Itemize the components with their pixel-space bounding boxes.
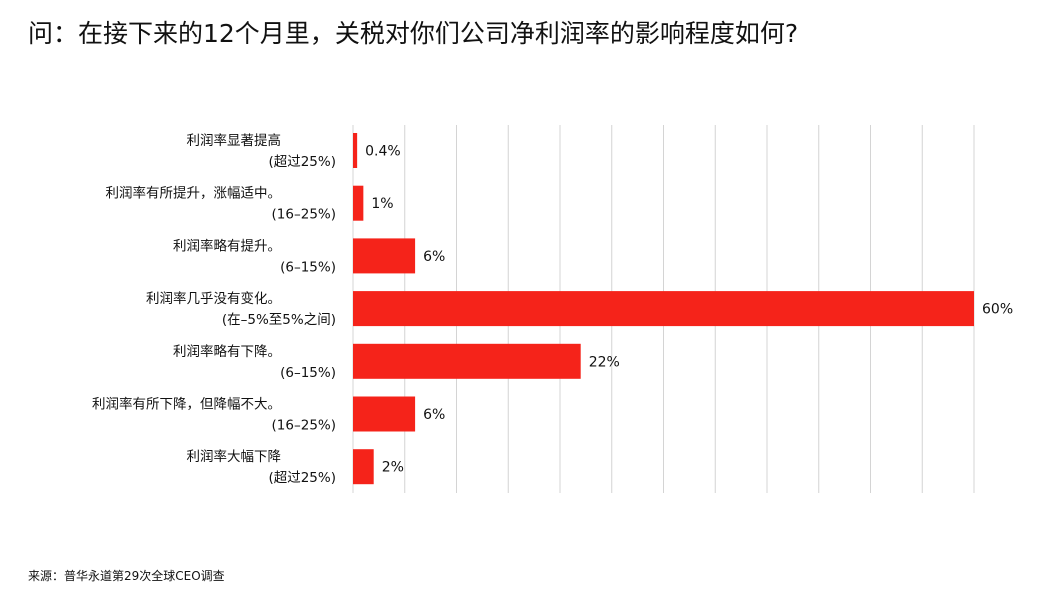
data-label: 1% [371, 196, 393, 212]
bar-layer [353, 133, 974, 485]
category-label: 利润率几乎没有变化。 [146, 290, 281, 307]
category-sublabel: (超过25%) [268, 154, 336, 170]
data-label: 0.4% [365, 144, 401, 160]
data-label: 2% [382, 460, 404, 476]
bar [353, 449, 374, 485]
bar [353, 133, 358, 168]
category-label: 利润率显著提高 [187, 132, 282, 149]
category-label: 利润率略有下降。 [173, 343, 281, 360]
bar [353, 185, 364, 221]
category-sublabel: (6–15%) [280, 259, 336, 275]
bar [353, 396, 416, 432]
category-sublabel: (超过25%) [268, 470, 336, 486]
category-label: 利润率大幅下降 [187, 448, 282, 465]
category-sublabel: (在–5%至5%之间) [222, 312, 336, 328]
bar [353, 238, 416, 274]
chart-title: 问：在接下来的12个月里，关税对你们公司净利润率的影响程度如何? [28, 19, 799, 48]
category-label: 利润率有所下降，但降幅不大。 [92, 396, 281, 413]
bar [353, 343, 581, 379]
category-sublabel: (6–15%) [280, 365, 336, 381]
label-layer: 0.4% 利润率显著提高 (超过25%) 1% 利润率有所提升，涨幅适中。 (16–25%… [92, 132, 1013, 486]
category-sublabel: (16–25%) [272, 207, 336, 223]
data-label: 22% [589, 354, 620, 370]
data-label: 6% [423, 407, 445, 423]
category-label: 利润率有所提升，涨幅适中。 [106, 185, 282, 202]
bar [353, 291, 974, 327]
data-label: 6% [423, 249, 445, 265]
category-sublabel: (16–25%) [272, 418, 336, 434]
category-label: 利润率略有提升。 [173, 237, 281, 254]
data-label: 60% [982, 302, 1013, 318]
source-note: 来源：普华永道第29次全球CEO调查 [28, 569, 225, 583]
